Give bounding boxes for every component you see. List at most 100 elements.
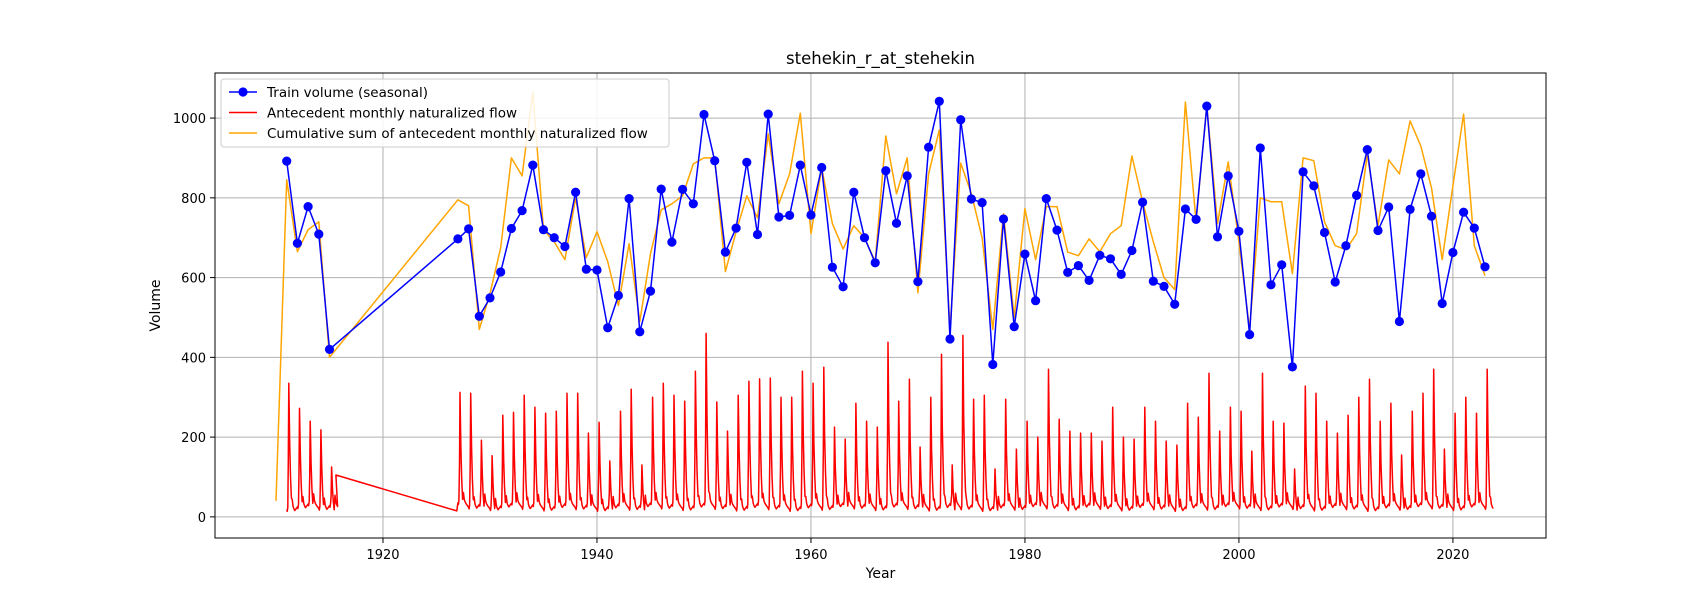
train-point [528, 160, 538, 170]
train-point [1405, 204, 1415, 214]
series-line-flow [285, 332, 1494, 513]
train-point [560, 241, 570, 252]
plot-data [275, 91, 1494, 513]
y-axis-title: Volume [148, 279, 164, 331]
train-point [913, 277, 923, 287]
train-point [496, 267, 506, 277]
train-point [774, 212, 784, 222]
legend-marker-train [238, 87, 248, 97]
train-point [1191, 214, 1201, 224]
train-point [859, 233, 870, 243]
train-point [1448, 247, 1458, 258]
x-tick-label: 2020 [1436, 548, 1469, 563]
legend-box [220, 78, 670, 148]
train-point [1319, 227, 1330, 238]
train-point [956, 115, 966, 125]
train-point [902, 171, 912, 181]
train-point [292, 238, 302, 248]
y-tick-label: 800 [181, 192, 206, 207]
train-point [517, 206, 527, 216]
train-point [1105, 254, 1116, 264]
train-point [817, 162, 827, 173]
x-tick-label: 1980 [1008, 548, 1041, 563]
train-point [1459, 207, 1469, 217]
series-line-cumulative [275, 91, 1486, 501]
train-point [1277, 260, 1287, 270]
train-point [806, 210, 816, 220]
train-point [1266, 280, 1276, 290]
train-point [1095, 250, 1105, 260]
train-point [1373, 225, 1383, 236]
train-point [314, 229, 324, 239]
train-point [571, 187, 581, 197]
train-point [581, 264, 591, 274]
train-point [1031, 296, 1041, 306]
train-point [1245, 330, 1255, 340]
train-point [613, 290, 624, 301]
train-point [1469, 223, 1479, 233]
train-point [1287, 362, 1297, 372]
train-point [742, 157, 752, 167]
train-point [1480, 262, 1490, 272]
train-point [752, 229, 763, 240]
train-point [1159, 281, 1169, 291]
x-tick-label: 1960 [794, 548, 827, 563]
train-point [282, 156, 292, 166]
legend-label-cumulative: Cumulative sum of antecedent monthly nat… [267, 126, 648, 142]
train-point [1180, 204, 1190, 214]
y-tick-label: 400 [181, 351, 206, 366]
train-point [977, 198, 987, 208]
train-point [1041, 194, 1051, 204]
train-point [699, 109, 709, 120]
train-point [1309, 181, 1319, 191]
train-point [453, 234, 463, 244]
train-point [1116, 269, 1126, 279]
y-tick-label: 0 [198, 511, 206, 526]
train-point [656, 184, 666, 194]
axis-ticks: 1920 1940 1960 1980 2000 2020 0 200 400 600 800 100… [173, 112, 1470, 563]
legend: Train volume (seasonal) Antecedent monthl… [220, 78, 670, 148]
train-point [1330, 277, 1340, 287]
train-point [720, 247, 731, 257]
train-point [924, 142, 934, 152]
train-point [763, 109, 773, 119]
train-point [678, 184, 688, 194]
train-point [464, 224, 474, 234]
train-point [506, 223, 516, 234]
x-tick-label: 1940 [580, 548, 613, 563]
train-point [624, 194, 634, 204]
train-point [1255, 143, 1265, 153]
train-point [667, 237, 677, 247]
train-point [1073, 261, 1083, 271]
train-point [485, 293, 495, 303]
train-point [966, 194, 977, 204]
x-axis-title: Year [865, 566, 896, 582]
train-point [592, 265, 602, 275]
train-point [324, 344, 335, 354]
train-point [827, 262, 838, 272]
train-point [710, 156, 720, 166]
train-point [1084, 275, 1094, 285]
train-point [1063, 267, 1073, 277]
train-point [1052, 225, 1062, 235]
plot-frame [214, 72, 1547, 539]
x-tick-label: 2000 [1222, 548, 1255, 563]
chart-title: stehekin_r_at_stehekin [786, 49, 975, 69]
train-point [1394, 316, 1404, 327]
train-point [303, 202, 313, 212]
x-tick-label: 1920 [366, 548, 399, 563]
train-point [795, 160, 805, 170]
train-point [1298, 167, 1308, 177]
train-point [1212, 232, 1223, 242]
train-point [1020, 249, 1030, 259]
y-tick-label: 600 [181, 272, 206, 287]
train-point [1223, 171, 1233, 181]
train-point [891, 218, 902, 228]
train-point [1426, 211, 1437, 221]
y-tick-label: 200 [181, 431, 206, 446]
train-point [603, 323, 613, 333]
train-point [870, 258, 880, 268]
legend-label-train: Train volume (seasonal) [266, 85, 428, 101]
legend-label-flow: Antecedent monthly naturalized flow [267, 106, 517, 122]
